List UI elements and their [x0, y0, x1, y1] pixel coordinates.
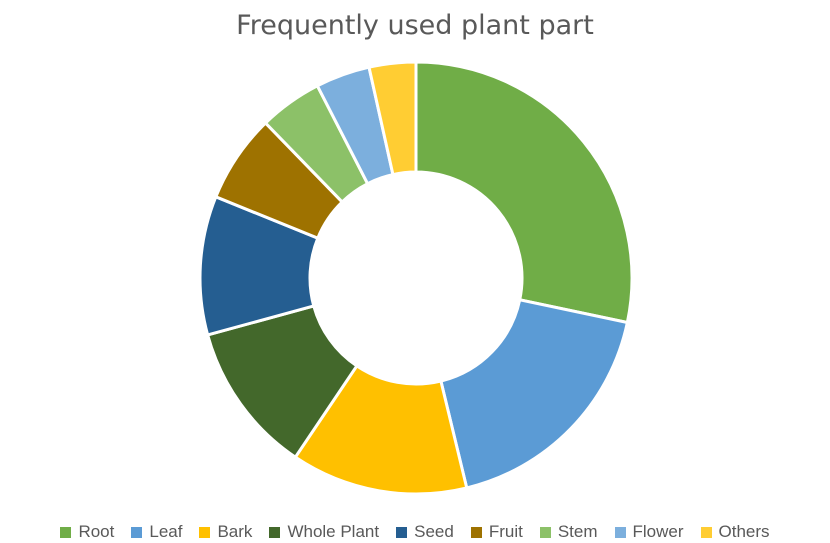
legend-swatch-fruit [470, 526, 482, 538]
slice-leaf [439, 298, 630, 490]
legend-label-leaf: Leaf [149, 522, 183, 541]
legend-item-bark: Bark [199, 522, 252, 542]
legend-item-whole-plant: Whole Plant [269, 522, 379, 542]
legend-label-others: Others [718, 522, 770, 541]
legend-swatch-stem [539, 526, 551, 538]
chart-legend: Root Leaf Bark Whole Plant Seed Fruit Stem Flow… [0, 521, 830, 543]
legend-swatch-flower [614, 526, 626, 538]
legend-item-stem: Stem [539, 522, 598, 542]
legend-label-bark: Bark [217, 522, 253, 541]
legend-item-leaf: Leaf [131, 522, 182, 542]
legend-swatch-seed [396, 526, 408, 538]
legend-item-flower: Flower [614, 522, 684, 542]
legend-item-fruit: Fruit [470, 522, 523, 542]
legend-label-seed: Seed [414, 522, 454, 541]
legend-swatch-bark [199, 526, 211, 538]
legend-label-flower: Flower [632, 522, 684, 541]
legend-item-root: Root [60, 522, 114, 542]
legend-label-fruit: Fruit [488, 522, 523, 541]
legend-swatch-others [700, 526, 712, 538]
legend-swatch-whole-plant [269, 526, 281, 538]
slice-root [414, 60, 634, 325]
legend-label-root: Root [78, 522, 115, 541]
legend-item-others: Others [700, 522, 770, 542]
legend-swatch-leaf [131, 526, 143, 538]
legend-item-seed: Seed [396, 522, 454, 542]
legend-label-stem: Stem [557, 522, 598, 541]
legend-swatch-root [60, 526, 72, 538]
chart-title: Frequently used plant part [236, 10, 594, 41]
slice-others [367, 60, 418, 177]
legend-label-whole-plant: Whole Plant [287, 522, 380, 541]
